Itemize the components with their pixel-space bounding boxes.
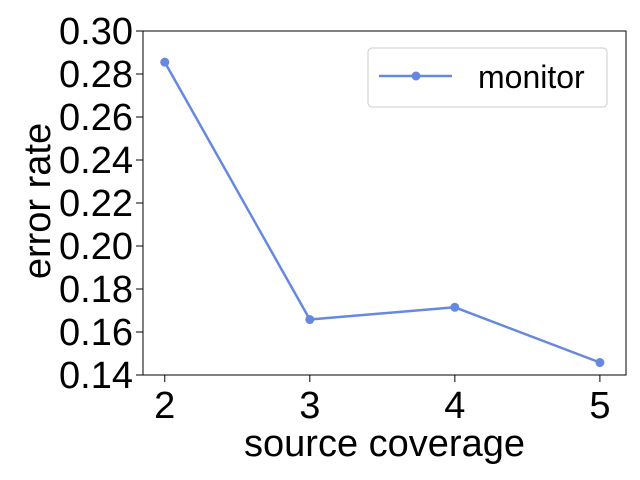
series-line-monitor (163, 61, 601, 364)
y-tick-label: 0.16 (59, 312, 133, 354)
y-tick-label: 0.20 (59, 226, 133, 268)
data-point (595, 358, 605, 368)
series-layer (160, 57, 605, 368)
x-axis-label: source coverage (244, 423, 525, 465)
legend-marker-monitor (411, 71, 421, 81)
x-tick-label: 5 (589, 385, 610, 427)
x-tick-label: 2 (154, 385, 175, 427)
y-tick-label: 0.22 (59, 183, 133, 225)
legend: monitor (367, 47, 608, 108)
y-tick-label: 0.14 (59, 355, 133, 397)
y-tick-label: 0.26 (59, 97, 133, 139)
data-point (450, 302, 460, 312)
y-axis-ticks: 0.140.160.180.200.220.240.260.280.30 (59, 11, 143, 397)
plot-area-frame (142, 30, 627, 376)
x-tick-label: 4 (444, 385, 465, 427)
y-tick-label: 0.30 (59, 11, 133, 53)
x-axis-ticks: 2 3 4 5 (154, 375, 610, 427)
legend-box (367, 47, 608, 108)
y-tick-label: 0.18 (59, 269, 133, 311)
legend-label-monitor: monitor (478, 59, 585, 95)
data-point (305, 315, 315, 325)
x-tick-label: 3 (299, 385, 320, 427)
y-tick-label: 0.28 (59, 54, 133, 96)
data-point (160, 57, 170, 67)
y-axis-label: error rate (17, 123, 59, 279)
y-tick-label: 0.24 (59, 140, 133, 182)
